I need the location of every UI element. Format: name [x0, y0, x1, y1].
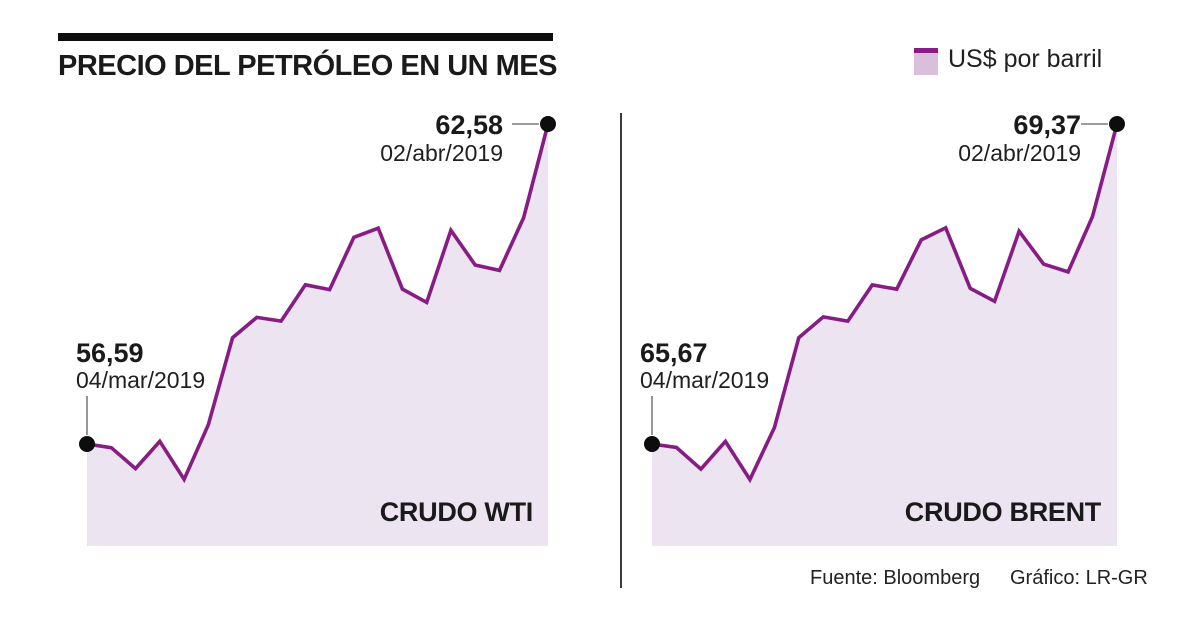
legend-label: US$ por barril — [948, 45, 1103, 73]
brent-start-date: 04/mar/2019 — [640, 367, 770, 393]
wti-end-date: 02/abr/2019 — [380, 140, 503, 166]
brent-series-label: CRUDO BRENT — [904, 497, 1102, 527]
wti-start-date: 04/mar/2019 — [76, 367, 206, 393]
source-credit: Fuente: Bloomberg — [810, 567, 981, 589]
brent-start-value: 65,67 — [640, 338, 708, 368]
wti-price-line — [86, 123, 550, 484]
brent-end-date: 02/abr/2019 — [958, 140, 1081, 166]
brent-end-value: 69,37 — [1013, 110, 1081, 140]
wti-end-dot — [540, 116, 556, 132]
legend-swatch-icon — [914, 48, 938, 75]
title-rule — [58, 33, 553, 41]
graphic-credit: Gráfico: LR-GR — [1010, 567, 1148, 589]
brent-end-dot — [1109, 116, 1125, 132]
page-title: PRECIO DEL PETRÓLEO EN UN MES — [58, 50, 557, 82]
wti-end-value: 62,58 — [435, 110, 503, 140]
wti-series-label: CRUDO WTI — [379, 497, 534, 527]
brent-price-line — [651, 123, 1119, 484]
legend: US$ por barril — [914, 45, 1103, 75]
wti-area-fill — [87, 124, 548, 546]
brent-area-fill — [652, 124, 1117, 546]
wti-start-value: 56,59 — [76, 338, 144, 368]
panel-divider — [620, 113, 622, 588]
brent-start-dot — [644, 436, 660, 452]
wti-start-dot — [79, 436, 95, 452]
